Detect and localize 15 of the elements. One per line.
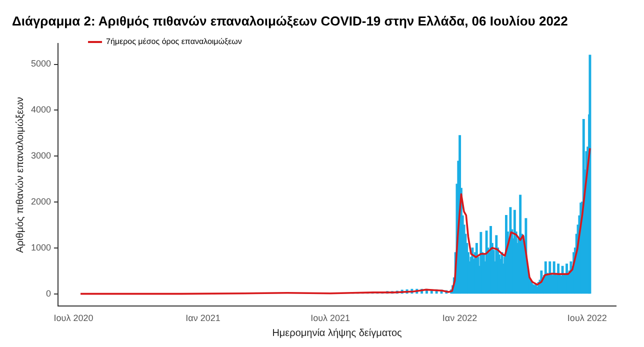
x-tick-label: Ιουλ 2022: [567, 313, 607, 324]
y-tick-label: 4000: [30, 104, 52, 115]
x-tick-label: Ιουλ 2021: [310, 313, 350, 324]
y-tick-label: 2000: [30, 196, 52, 206]
y-axis-title: Αριθμός πιθανών επαναλοιμώξεων: [14, 96, 26, 253]
y-tick-label: 1000: [30, 242, 52, 252]
legend-label: 7ήμερος μέσος όρος επαναλοιμώξεων: [106, 37, 242, 46]
y-tick-label: 0: [46, 288, 52, 298]
x-tick-label: Ιουλ 2020: [54, 313, 94, 324]
y-tick-label: 5000: [30, 58, 52, 69]
x-tick-label: Ιαν 2021: [186, 313, 220, 324]
x-tick-label: Ιαν 2022: [442, 313, 478, 324]
chart-title: Διάγραμμα 2: Αριθμός πιθανών επαναλοιμώξεων COVID-19 στην Ελλάδα, 06 Ιουλίου 2022: [12, 13, 568, 28]
y-tick-label: 3000: [30, 150, 52, 161]
x-axis-title: Ημερομηνία λήψης δείγματος: [272, 328, 402, 339]
